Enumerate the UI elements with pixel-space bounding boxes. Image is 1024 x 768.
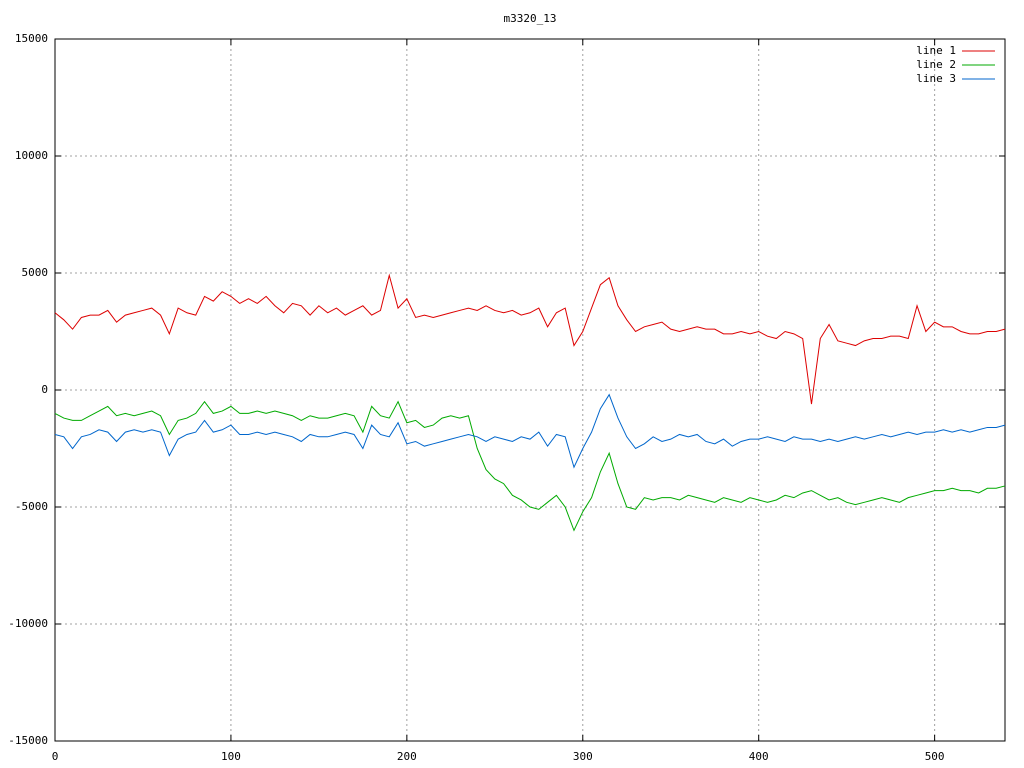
y-tick-label: 10000 [15,149,48,162]
x-tick-label: 100 [221,750,241,763]
y-tick-label: 15000 [15,32,48,45]
x-tick-label: 300 [573,750,593,763]
x-tick-label: 200 [397,750,417,763]
chart-title: m3320_13 [504,12,557,25]
x-tick-label: 400 [749,750,769,763]
y-tick-label: -5000 [15,500,48,513]
y-tick-label: -15000 [8,734,48,747]
data-line [54,400,1006,532]
x-tick-label: 500 [925,750,945,763]
x-tick-label: 0 [52,750,59,763]
legend-label: line 3 [916,72,956,85]
data-line [54,393,1006,469]
y-tick-label: -10000 [8,617,48,630]
y-tick-label: 0 [41,383,48,396]
y-tick-label: 5000 [22,266,49,279]
legend-label: line 1 [916,44,956,57]
plot-frame [54,38,1006,742]
data-line [54,273,1006,405]
legend-label: line 2 [916,58,956,71]
